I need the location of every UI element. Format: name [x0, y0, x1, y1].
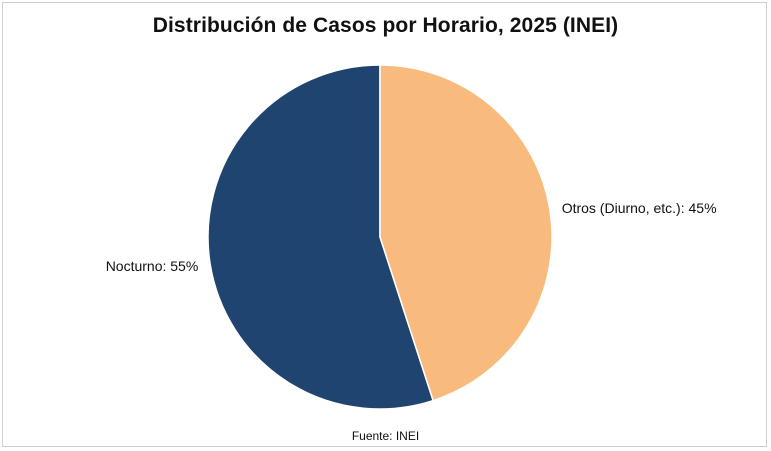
pie-slice-nocturno	[207, 64, 435, 410]
chart-source: Fuente: INEI	[351, 429, 420, 443]
pie-slice-otros-diurno-etc	[379, 64, 553, 402]
chart-title: Distribución de Casos por Horario, 2025 …	[152, 14, 619, 37]
pie-labels: Nocturno: 55% Otros (Diurno, etc.): 45%	[106, 200, 717, 274]
slice-label-nocturno: Nocturno: 55%	[106, 258, 199, 274]
slice-label-otros-diurno-etc: Otros (Diurno, etc.): 45%	[562, 200, 717, 216]
pie-slices	[207, 64, 553, 410]
